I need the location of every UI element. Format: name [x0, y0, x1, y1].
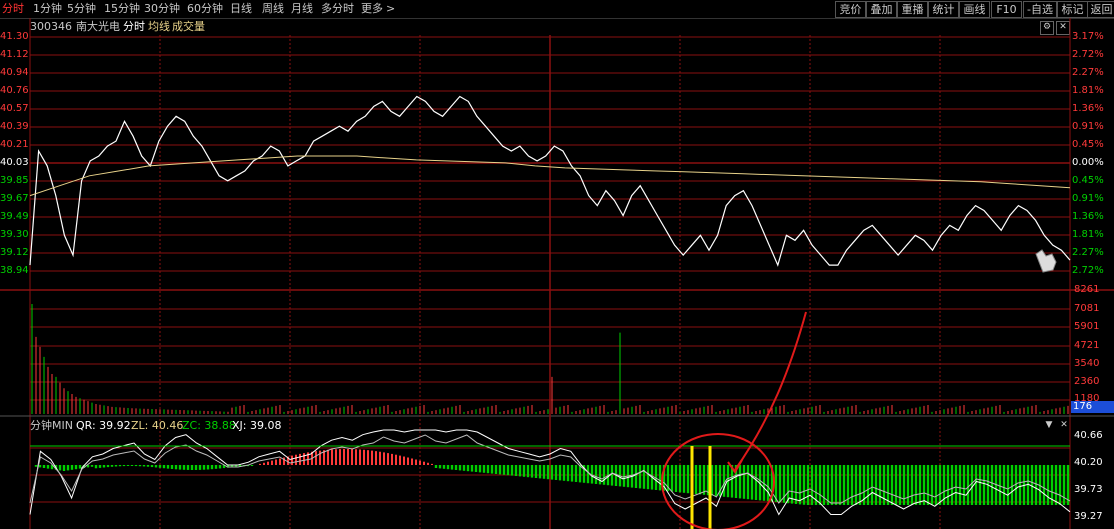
- price-tick: 41.30: [0, 31, 29, 42]
- price-tick: 39.85: [0, 175, 29, 186]
- toolbar-button-1[interactable]: 叠加: [866, 1, 897, 18]
- volume-tick: 7081: [1074, 303, 1100, 314]
- toolbar-button-8[interactable]: 返回: [1087, 1, 1114, 18]
- percent-tick: 2.27%: [1072, 247, 1104, 258]
- price-line: [29, 95, 1071, 267]
- tab-1[interactable]: 1分钟: [33, 2, 62, 15]
- indicator-close-icon[interactable]: ✕: [1060, 420, 1068, 430]
- indicator-name[interactable]: 分钟MIN: [30, 419, 73, 432]
- stock-name: 南大光电: [76, 20, 120, 33]
- tab-8[interactable]: 月线: [291, 2, 313, 15]
- percent-tick: 1.81%: [1072, 85, 1104, 96]
- mode-label: 分时: [123, 20, 145, 33]
- volume-tick: 4721: [1074, 340, 1100, 351]
- indicator-tick: 40.20: [1074, 457, 1103, 468]
- percent-tick: 0.91%: [1072, 193, 1104, 204]
- volume-tick: 2360: [1074, 376, 1100, 387]
- indicator-tick: 39.73: [1074, 484, 1103, 495]
- price-tick: 39.49: [0, 211, 29, 222]
- percent-tick: 2.27%: [1072, 67, 1104, 78]
- toolbar-button-2[interactable]: 重播: [897, 1, 928, 18]
- percent-tick: 2.72%: [1072, 49, 1104, 60]
- percent-tick: 1.81%: [1072, 229, 1104, 240]
- percent-tick: 0.45%: [1072, 175, 1104, 186]
- price-tick: 39.12: [0, 247, 29, 258]
- percent-tick: 0.00%: [1072, 157, 1104, 168]
- volume-label: 成交量: [172, 20, 205, 33]
- price-tick: 40.39: [0, 121, 29, 132]
- volume-tick: 1180: [1074, 393, 1100, 404]
- indicator-zc: ZC: 38.88: [182, 419, 236, 432]
- annotation-circle: [661, 433, 775, 529]
- toolbar-button-5[interactable]: F10: [991, 1, 1022, 18]
- tab-10[interactable]: 更多: [361, 2, 383, 15]
- toolbar-button-0[interactable]: 竞价: [835, 1, 866, 18]
- hand-cursor-icon: [1035, 249, 1057, 273]
- indicator-dropdown-icon[interactable]: ▼: [1045, 420, 1053, 430]
- tab-0[interactable]: 分时: [2, 2, 24, 15]
- current-volume-badge: 176: [1071, 401, 1114, 413]
- tab-6[interactable]: 日线: [230, 2, 252, 15]
- annotation-arrow: [734, 311, 807, 471]
- stock-code: 300346: [30, 20, 72, 33]
- indicator-qr: QR: 39.92: [76, 419, 131, 432]
- annotation-arrowhead: [727, 459, 743, 474]
- price-tick: 38.94: [0, 265, 29, 276]
- toolbar-button-4[interactable]: 画线: [959, 1, 990, 18]
- price-tick: 40.76: [0, 85, 29, 96]
- percent-tick: 0.45%: [1072, 139, 1104, 150]
- tab-7[interactable]: 周线: [262, 2, 284, 15]
- indicator-line: [29, 434, 1071, 504]
- percent-tick: 1.36%: [1072, 103, 1104, 114]
- percent-tick: 1.36%: [1072, 211, 1104, 222]
- avg-line-label: 均线: [148, 20, 170, 33]
- price-tick: 39.67: [0, 193, 29, 204]
- indicator-line: [29, 429, 1071, 516]
- volume-tick: 8261: [1074, 284, 1100, 295]
- tab-3[interactable]: 15分钟: [104, 2, 140, 15]
- price-tick: 41.12: [0, 49, 29, 60]
- indicator-tick: 39.27: [1074, 511, 1103, 522]
- indicator-xj: XJ: 39.08: [232, 419, 282, 432]
- timeframe-toolbar: 分时 1分钟 5分钟 15分钟 30分钟 60分钟 日线 周线 月线 多分时 更多 > 竞价 叠加 重播 统计…: [0, 0, 1114, 19]
- percent-tick: 2.72%: [1072, 265, 1104, 276]
- more-arrow-icon[interactable]: >: [386, 2, 396, 15]
- price-tick: 40.94: [0, 67, 29, 78]
- percent-tick: 0.91%: [1072, 121, 1104, 132]
- price-tick: 40.03: [0, 157, 29, 168]
- percent-tick: 3.17%: [1072, 31, 1104, 42]
- settings-icon[interactable]: ⚙: [1040, 21, 1054, 35]
- price-tick: 39.30: [0, 229, 29, 240]
- toolbar-button-3[interactable]: 统计: [928, 1, 959, 18]
- toolbar-button-6[interactable]: -自选: [1023, 1, 1057, 18]
- price-tick: 40.21: [0, 139, 29, 150]
- indicator-tick: 40.66: [1074, 430, 1103, 441]
- tab-9[interactable]: 多分时: [321, 2, 354, 15]
- tab-5[interactable]: 60分钟: [187, 2, 223, 15]
- volume-tick: 5901: [1074, 321, 1100, 332]
- indicator-zl: ZL: 40.46: [131, 419, 184, 432]
- tab-4[interactable]: 30分钟: [144, 2, 180, 15]
- volume-tick: 3540: [1074, 358, 1100, 369]
- tab-2[interactable]: 5分钟: [67, 2, 96, 15]
- price-tick: 40.57: [0, 103, 29, 114]
- avg-price-line: [29, 155, 1071, 197]
